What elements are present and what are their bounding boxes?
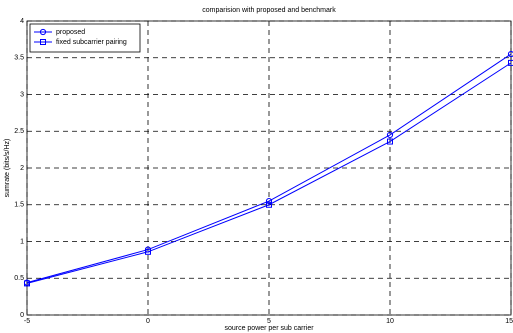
x-axis-label: source power per sub carrier — [224, 325, 314, 332]
legend-label: proposed — [56, 29, 85, 36]
x-tick-label: 10 — [386, 318, 394, 325]
y-tick-label: 2 — [20, 165, 24, 172]
y-tick-label: 4 — [20, 18, 24, 25]
marker — [40, 39, 46, 45]
legend-box — [29, 23, 141, 53]
marker — [265, 197, 273, 205]
x-tick-label: -5 — [24, 318, 30, 325]
y-tick-label: 1 — [20, 238, 24, 245]
y-tick-label: 3.5 — [14, 55, 24, 62]
marker — [145, 248, 151, 255]
y-axis-label: sumrate (bits/s/Hz) — [4, 139, 11, 198]
marker — [387, 138, 393, 145]
marker — [266, 201, 272, 208]
y-tick-label: 3 — [20, 91, 24, 98]
series-line — [26, 53, 512, 284]
y-tick-label: 1.5 — [14, 202, 24, 209]
marker — [24, 280, 30, 287]
series-line — [26, 62, 512, 284]
chart-title: comparision with proposed and benchmark — [202, 7, 336, 14]
marker — [386, 131, 394, 139]
y-tick-label: 0 — [20, 312, 24, 319]
legend-label: fixed subcarrier pairing — [56, 39, 127, 46]
x-tick-label: 0 — [146, 318, 150, 325]
marker — [508, 59, 513, 66]
marker — [39, 28, 47, 36]
marker — [507, 50, 513, 58]
y-tick-label: 0.5 — [14, 275, 24, 282]
x-tick-label: 5 — [267, 318, 271, 325]
x-tick-label: 15 — [505, 318, 513, 325]
y-tick-label: 2.5 — [14, 128, 24, 135]
